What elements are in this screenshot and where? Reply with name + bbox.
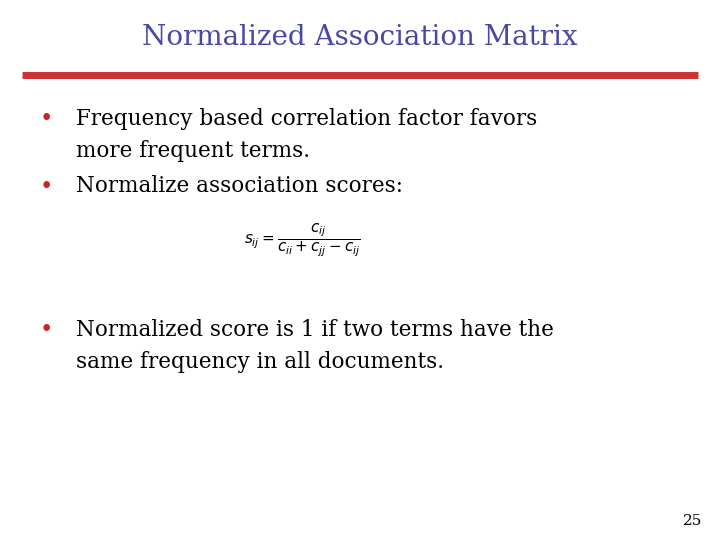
Text: •: •: [40, 319, 53, 341]
Text: •: •: [40, 176, 53, 198]
Text: Normalized Association Matrix: Normalized Association Matrix: [142, 24, 578, 51]
Text: $s_{ij} = \dfrac{c_{ij}}{c_{ii}+c_{jj}-c_{ij}}$: $s_{ij} = \dfrac{c_{ij}}{c_{ii}+c_{jj}-c…: [244, 221, 361, 259]
Text: Normalize association scores:: Normalize association scores:: [76, 176, 402, 198]
Text: same frequency in all documents.: same frequency in all documents.: [76, 351, 444, 373]
Text: Normalized score is 1 if two terms have the: Normalized score is 1 if two terms have …: [76, 319, 554, 341]
Text: Frequency based correlation factor favors: Frequency based correlation factor favor…: [76, 108, 537, 130]
Text: 25: 25: [683, 514, 702, 528]
Text: •: •: [40, 108, 53, 130]
Text: more frequent terms.: more frequent terms.: [76, 140, 310, 163]
